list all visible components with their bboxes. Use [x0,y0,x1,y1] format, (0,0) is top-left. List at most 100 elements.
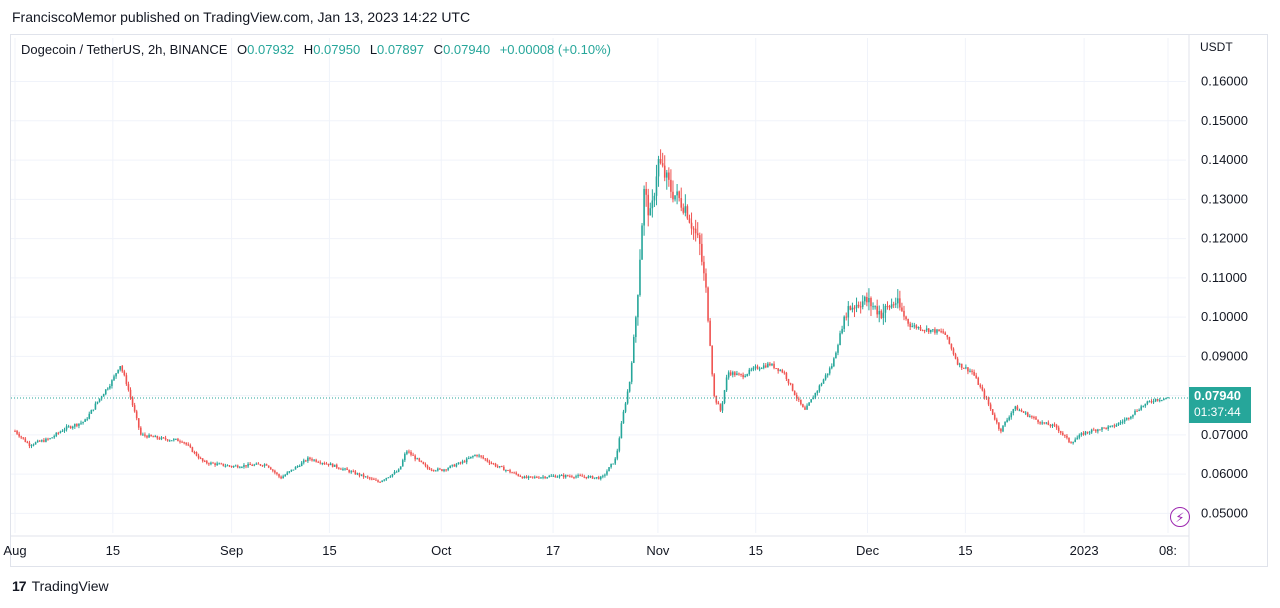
candle-body [373,478,375,480]
candle-body [371,478,373,480]
candle-body [734,372,736,376]
candle-body [377,480,379,482]
candle-body [216,463,218,465]
candle-body [575,476,577,478]
candle-body [620,423,623,439]
candle-body [282,476,284,479]
candle-body [111,380,113,386]
candle-body [1035,417,1037,420]
candle-body [606,471,608,475]
candle-body [484,458,487,460]
candle-body [494,463,497,467]
candle-body [1099,429,1101,431]
candle-body [459,462,462,464]
candle-body [1055,425,1058,428]
candle-body [694,228,697,234]
candle-body [764,365,767,368]
candle-body [94,403,97,410]
candle-body [212,462,214,464]
candle-body [721,402,724,411]
candle-body [1109,425,1112,427]
candle-body [364,476,367,478]
candle-body [170,440,173,442]
candle-body [109,385,111,389]
candle-body [104,389,107,395]
candle-body [742,374,744,378]
candle-body [210,462,212,465]
x-tick-label: Dec [856,543,880,558]
candle-body [866,297,868,303]
last-price-tag: 0.07940 01:37:44 [1189,387,1251,423]
candle-body [1029,416,1031,418]
candle-body [327,463,330,466]
candle-body [1142,406,1145,408]
candle-body [1031,416,1033,418]
candle-body [1008,417,1010,420]
high-value: 0.07950 [313,42,361,57]
candle-body [971,370,973,372]
candle-body [261,465,264,467]
candle-body [663,165,666,178]
candle-body [775,368,777,370]
candle-body [569,476,571,478]
candle-body [870,298,872,307]
candle-body [59,431,62,433]
candle-body [818,385,821,391]
candle-body [1095,429,1097,432]
candle-body [92,409,95,411]
candle-body [509,470,511,473]
candle-body [892,304,895,306]
y-tick-label: 0.14000 [1201,152,1248,167]
candle-body [305,460,307,462]
candle-body [769,363,771,366]
candle-body [65,426,68,430]
candle-body [624,403,627,412]
candle-body [383,479,386,481]
candle-body [690,222,693,229]
candle-body [412,454,414,456]
candle-body [665,172,668,178]
candle-body [49,438,51,440]
candle-body [358,473,361,476]
candle-body [38,440,41,442]
candle-body [944,332,947,335]
candle-body [965,367,967,369]
candle-body [672,191,674,200]
candle-body [86,418,88,420]
candle-body [560,475,563,477]
candle-body [977,377,980,385]
candle-body [36,440,39,443]
candle-body [793,390,796,396]
candle-body [142,434,144,436]
candle-body [802,404,804,408]
y-tick-label: 0.10000 [1201,309,1248,324]
candle-body [354,471,357,475]
candle-body [133,405,136,412]
candle-body [69,426,72,429]
candle-body [657,159,660,177]
candle-body [1121,421,1124,423]
candle-body [564,475,567,478]
candle-body [1068,437,1070,443]
candle-body [1004,422,1006,426]
candle-body [490,463,493,465]
chart-frame[interactable] [10,34,1268,567]
candle-body [806,405,808,410]
candle-body [162,437,165,439]
candle-body [164,437,167,440]
candle-body [917,327,920,329]
candle-body [581,475,584,477]
candle-body [558,475,561,477]
candle-body [317,461,320,463]
candle-body [61,430,64,432]
candle-body [185,442,187,445]
candle-body [886,305,889,307]
candle-body [773,363,775,369]
lightning-bolt-icon[interactable]: ⚡ [1170,507,1190,527]
x-tick-label: 2023 [1070,543,1099,558]
candle-body [187,444,190,446]
candle-body [688,218,691,223]
tradingview-logo[interactable]: 17 TradingView [12,578,109,594]
candle-body [253,464,256,466]
